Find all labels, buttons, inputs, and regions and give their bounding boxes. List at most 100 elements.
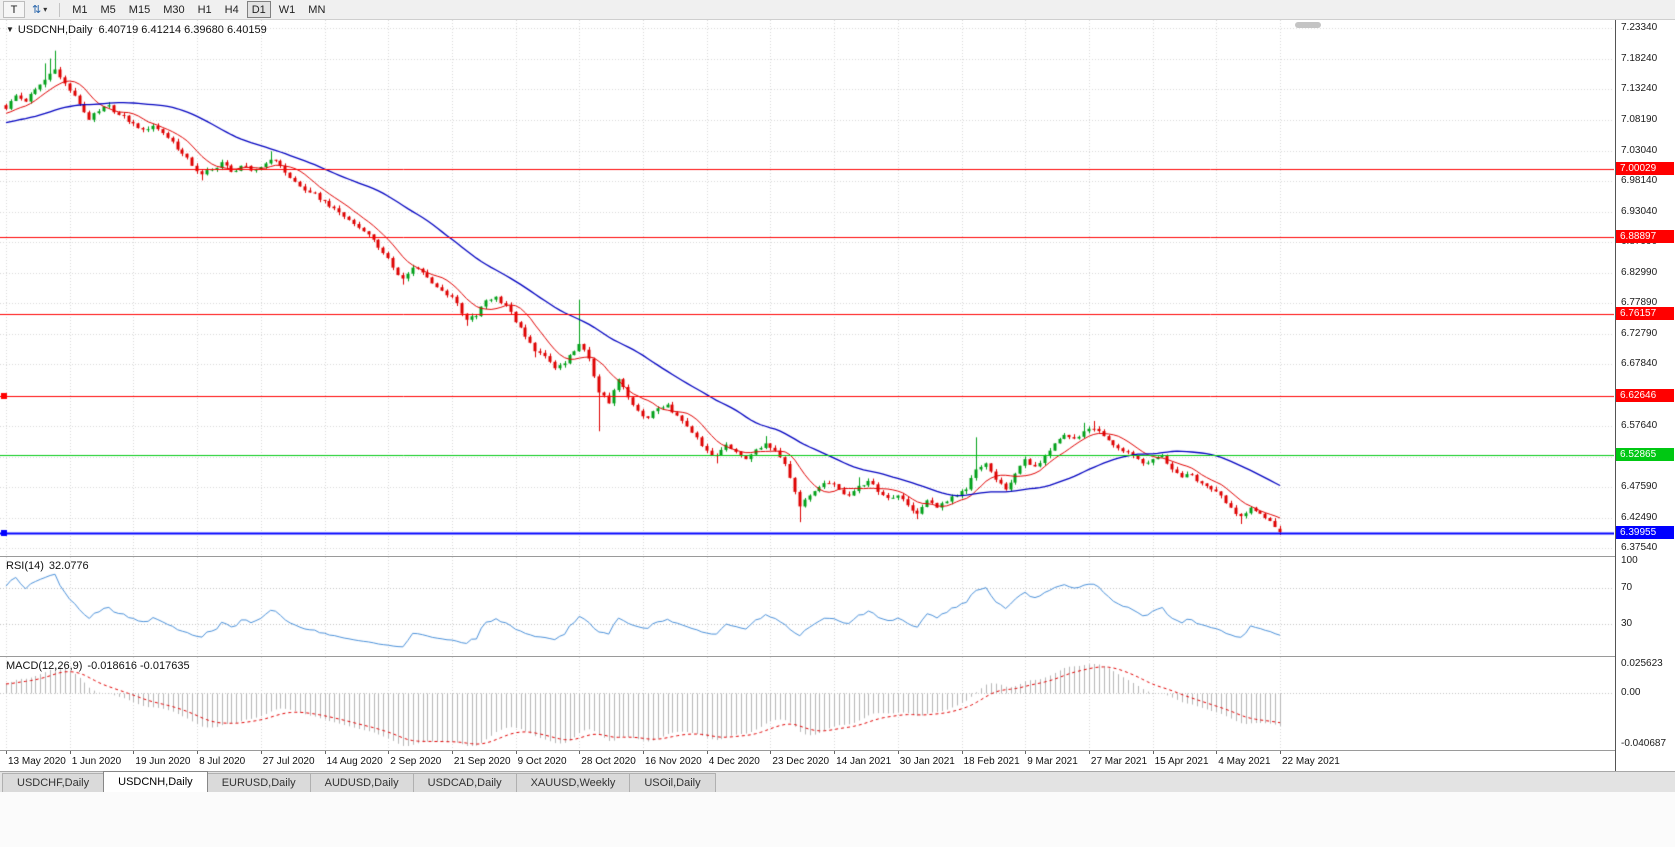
- time-label: 2 Sep 2020: [390, 756, 442, 767]
- macd-indicator-canvas[interactable]: [0, 657, 1614, 750]
- time-label: 14 Aug 2020: [326, 756, 383, 767]
- time-label: 9 Oct 2020: [517, 756, 567, 767]
- timeframe-button-d1[interactable]: D1: [246, 1, 271, 18]
- time-label: 9 Mar 2021: [1027, 756, 1078, 767]
- rsi-indicator-canvas[interactable]: [0, 557, 1614, 656]
- price-level-box: 6.52865: [1616, 448, 1674, 462]
- price-tick: 7.03040: [1621, 145, 1658, 157]
- price-level-box: 6.88897: [1616, 229, 1674, 243]
- chart-window[interactable]: ▼ USDCNH,Daily 6.40719 6.41214 6.39680 6.4…: [0, 20, 1675, 771]
- chart-menu-icon[interactable]: ▼: [6, 25, 14, 34]
- arrows-icon: ⇅: [32, 4, 42, 16]
- time-tick-mark: [452, 751, 453, 754]
- time-label: 22 May 2021: [1282, 756, 1340, 767]
- time-tick-mark: [770, 751, 771, 754]
- time-label: 18 Feb 2021: [963, 756, 1020, 767]
- time-label: 4 May 2021: [1218, 756, 1271, 767]
- price-tick: 6.42490: [1621, 512, 1658, 523]
- time-label: 23 Dec 2020: [772, 756, 830, 767]
- time-label: 16 Nov 2020: [645, 756, 702, 767]
- price-tick: 6.77890: [1621, 297, 1658, 309]
- time-label: 8 Jul 2020: [199, 756, 246, 767]
- price-tick: 7.23340: [1621, 22, 1658, 33]
- macd-tick-min: -0.040687: [1621, 738, 1667, 749]
- macd-current-values: -0.018616 -0.017635: [87, 660, 190, 672]
- price-tick: 6.82990: [1621, 266, 1658, 278]
- price-tick: 6.47590: [1621, 481, 1658, 493]
- time-tick-mark: [1153, 751, 1154, 754]
- text-tool-button[interactable]: T: [3, 1, 25, 18]
- time-tick-mark: [516, 751, 517, 754]
- time-tick-mark: [579, 751, 580, 754]
- status-area: [0, 792, 1675, 847]
- chevron-down-icon: ▾: [43, 5, 48, 14]
- timeframe-button-h4[interactable]: H4: [220, 1, 244, 18]
- time-label: 21 Sep 2020: [453, 756, 511, 767]
- chart-tab-eurusd[interactable]: EURUSD,Daily: [206, 773, 311, 792]
- chart-tab-bar: USDCHF,Daily USDCNH,Daily EURUSD,Daily AUDU…: [0, 771, 1675, 792]
- price-tick: 6.72790: [1621, 328, 1658, 340]
- price-tick: 6.93040: [1621, 205, 1658, 217]
- time-label: 30 Jan 2021: [899, 756, 955, 767]
- ohlc-values: 6.40719 6.41214 6.39680 6.40159: [98, 24, 267, 36]
- time-tick-mark: [962, 751, 963, 754]
- chart-tools-button[interactable]: ⇅ ▾: [27, 1, 52, 18]
- chart-tab-xauusd[interactable]: XAUUSD,Weekly: [515, 773, 631, 792]
- time-label: 4 Dec 2020: [708, 756, 760, 767]
- time-tick-mark: [261, 751, 262, 754]
- timeframe-button-h1[interactable]: H1: [193, 1, 217, 18]
- chart-tab-usdcnh[interactable]: USDCNH,Daily: [103, 771, 208, 792]
- pane-separator[interactable]: [0, 656, 1675, 657]
- chart-tab-usdchf[interactable]: USDCHF,Daily: [2, 773, 105, 792]
- chart-title: ▼ USDCNH,Daily 6.40719 6.41214 6.39680 6.4…: [6, 24, 267, 36]
- price-level-box: 6.76157: [1616, 306, 1674, 320]
- price-tick: 7.13240: [1621, 83, 1658, 95]
- timeframe-button-m5[interactable]: M5: [96, 1, 121, 18]
- time-label: 15 Apr 2021: [1154, 756, 1209, 767]
- price-axis[interactable]: 7.23340 7.18240 7.13240 7.08190 7.03040 6.981…: [1615, 20, 1675, 771]
- time-label: 27 Mar 2021: [1090, 756, 1148, 767]
- timeframe-button-w1[interactable]: W1: [274, 1, 301, 18]
- main-toolbar: T ⇅ ▾ M1 M5 M15 M30 H1 H4 D1 W1 MN: [0, 0, 1675, 20]
- price-tick: 7.08190: [1621, 113, 1658, 125]
- time-axis[interactable]: 13 May 2020 1 Jun 2020 19 Jun 2020 8 Jul 20…: [0, 751, 1614, 771]
- chart-tab-usoil[interactable]: USOil,Daily: [629, 773, 716, 792]
- chart-tab-usdcad[interactable]: USDCAD,Daily: [412, 773, 517, 792]
- chart-scrollbar-thumb[interactable]: [1295, 22, 1321, 28]
- rsi-tick: 30: [1621, 618, 1633, 629]
- time-tick-mark: [133, 751, 134, 754]
- time-tick-mark: [898, 751, 899, 754]
- timeframe-button-m15[interactable]: M15: [124, 1, 155, 18]
- rsi-tick: 100: [1621, 555, 1638, 566]
- timeframe-button-m1[interactable]: M1: [67, 1, 92, 18]
- time-label: 28 Oct 2020: [581, 756, 636, 767]
- time-tick-mark: [1025, 751, 1026, 754]
- time-tick-mark: [1280, 751, 1281, 754]
- time-tick-mark: [388, 751, 389, 754]
- timeframe-button-mn[interactable]: MN: [303, 1, 330, 18]
- time-label: 13 May 2020: [8, 756, 66, 767]
- rsi-name: RSI(14): [6, 560, 44, 572]
- timeframe-button-m30[interactable]: M30: [158, 1, 189, 18]
- toolbar-separator: [59, 2, 61, 17]
- price-tick: 7.18240: [1621, 52, 1658, 64]
- pane-separator[interactable]: [0, 750, 1675, 751]
- time-label: 1 Jun 2020: [71, 756, 122, 767]
- price-tick: 6.67840: [1621, 358, 1658, 370]
- pane-separator[interactable]: [0, 556, 1675, 557]
- price-chart-canvas[interactable]: [0, 20, 1614, 556]
- macd-tick-zero: 0.00: [1621, 687, 1641, 699]
- price-tick: 6.37540: [1621, 542, 1658, 553]
- time-tick-mark: [643, 751, 644, 754]
- time-tick-mark: [834, 751, 835, 754]
- time-label: 19 Jun 2020: [135, 756, 191, 767]
- chart-tab-audusd[interactable]: AUDUSD,Daily: [309, 773, 414, 792]
- price-level-box: 6.62646: [1616, 388, 1674, 402]
- time-tick-mark: [70, 751, 71, 754]
- time-tick-mark: [197, 751, 198, 754]
- timeframe-group: M1 M5 M15 M30 H1 H4 D1 W1 MN: [67, 1, 330, 18]
- time-label: 27 Jul 2020: [262, 756, 315, 767]
- macd-label: MACD(12,26,9) -0.018616 -0.017635: [6, 660, 190, 672]
- price-tick: 6.57640: [1621, 420, 1658, 432]
- macd-tick-max: 0.025623: [1621, 658, 1663, 669]
